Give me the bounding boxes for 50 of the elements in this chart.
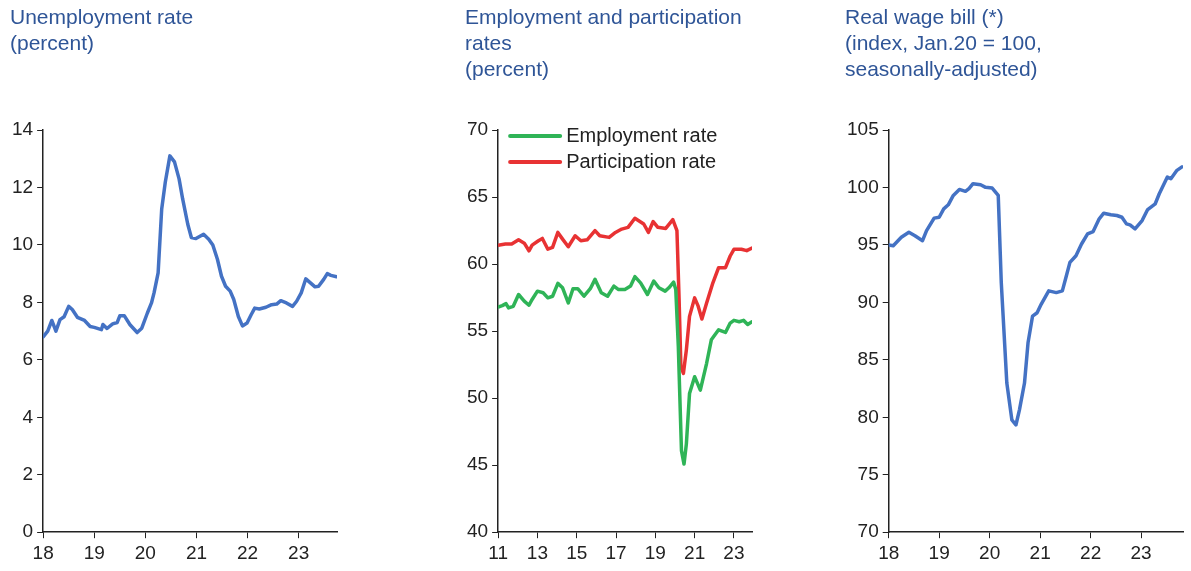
y-tick-label: 100: [847, 175, 879, 197]
y-tick-label: 6: [22, 348, 34, 370]
x-tick-label: 19: [644, 541, 666, 563]
chart-subtitle: (percent): [10, 30, 96, 56]
x-tick-label: 23: [1130, 541, 1152, 563]
x-tick-label: 18: [878, 541, 900, 563]
y-tick-label: 12: [11, 175, 34, 197]
x-tick-label: 18: [32, 541, 54, 563]
x-tick-label: 21: [185, 541, 208, 563]
y-tick-label: 70: [466, 118, 489, 140]
chart-title: Unemployment rate: [10, 4, 195, 30]
x-tick-label: 23: [723, 541, 745, 563]
y-tick-label: 40: [466, 520, 489, 542]
y-tick-label: 75: [857, 462, 879, 484]
y-tick-label: 105: [847, 118, 879, 140]
x-tick-label: 21: [684, 541, 706, 563]
y-tick-label: 85: [857, 348, 879, 370]
y-tick-label: 2: [22, 462, 34, 484]
y-tick-label: 45: [466, 453, 489, 475]
x-tick-label: 22: [1080, 541, 1102, 563]
x-tick-label: 17: [605, 541, 627, 563]
y-tick-label: 50: [466, 386, 489, 408]
y-tick-label: 0: [22, 520, 34, 542]
chart-title: Employment and participation rates: [465, 4, 743, 56]
y-tick-label: 95: [857, 233, 879, 255]
x-tick-label: 11: [488, 541, 508, 563]
legend-label: Employment rate: [566, 123, 718, 146]
chart-title: Real wage bill (*): [845, 4, 1005, 30]
x-tick-label: 23: [288, 541, 310, 563]
chart-subtitle: (index, Jan.20 = 100, seasonally-adjusted): [845, 30, 1043, 82]
x-tick-label: 19: [83, 541, 105, 563]
y-tick-label: 8: [22, 290, 34, 312]
legend-label: Participation rate: [566, 149, 717, 172]
x-tick-label: 19: [928, 541, 950, 563]
chart-subtitle: (percent): [465, 56, 551, 82]
x-tick-label: 22: [236, 541, 259, 563]
y-tick-label: 60: [466, 252, 489, 274]
y-tick-label: 80: [857, 405, 879, 427]
x-tick-label: 20: [134, 541, 156, 563]
y-tick-label: 55: [466, 319, 489, 341]
x-tick-label: 20: [979, 541, 1001, 563]
x-tick-label: 13: [526, 541, 548, 563]
y-tick-label: 14: [11, 118, 34, 140]
y-tick-label: 70: [857, 520, 879, 542]
y-tick-label: 65: [466, 185, 489, 207]
y-tick-label: 90: [857, 290, 879, 312]
x-tick-label: 21: [1029, 541, 1051, 563]
y-tick-label: 4: [22, 405, 34, 427]
y-tick-label: 10: [11, 233, 34, 255]
x-tick-label: 15: [566, 541, 588, 563]
